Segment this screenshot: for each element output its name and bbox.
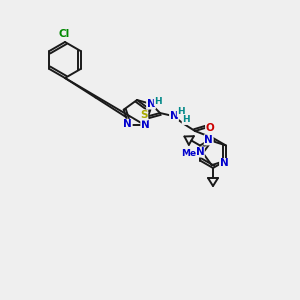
Text: N: N	[147, 99, 155, 109]
Text: N: N	[196, 147, 204, 157]
Text: N: N	[141, 120, 150, 130]
Text: N: N	[123, 119, 132, 129]
Text: H: H	[154, 97, 162, 106]
Text: N: N	[220, 158, 228, 169]
Text: Me: Me	[181, 148, 196, 158]
Text: H: H	[177, 107, 185, 116]
Text: H: H	[182, 116, 190, 124]
Text: S: S	[140, 110, 148, 120]
Text: N: N	[169, 111, 178, 121]
Text: Cl: Cl	[58, 29, 70, 39]
Text: O: O	[206, 123, 214, 133]
Text: N: N	[204, 135, 213, 145]
